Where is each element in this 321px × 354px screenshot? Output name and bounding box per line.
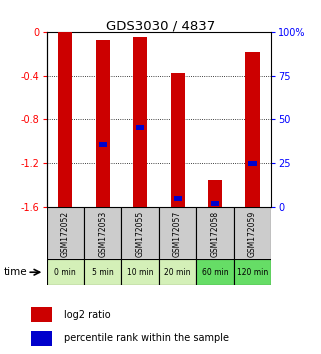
Bar [96,40,110,207]
Bar [58,32,73,207]
Text: 0 min: 0 min [54,268,76,277]
Bar [234,259,271,285]
Bar [211,201,219,206]
Bar [47,259,84,285]
Text: GSM172053: GSM172053 [98,211,107,257]
Bar [31,331,52,346]
Text: 120 min: 120 min [237,268,268,277]
Bar [234,207,271,260]
Text: time: time [3,267,27,277]
Text: GSM172058: GSM172058 [211,211,220,257]
Bar [208,180,222,207]
Bar [133,37,147,207]
Text: GSM172059: GSM172059 [248,211,257,257]
Bar [248,161,257,166]
Text: 5 min: 5 min [92,268,114,277]
Text: 10 min: 10 min [127,268,153,277]
Bar [31,307,52,322]
Text: 60 min: 60 min [202,268,228,277]
Text: GDS3030 / 4837: GDS3030 / 4837 [106,19,215,33]
Text: log2 ratio: log2 ratio [64,310,110,320]
Bar [159,207,196,260]
Bar [121,259,159,285]
Text: 20 min: 20 min [164,268,191,277]
Text: GSM172052: GSM172052 [61,211,70,257]
Bar [159,259,196,285]
Bar [173,196,182,201]
Bar [121,207,159,260]
Text: percentile rank within the sample: percentile rank within the sample [64,333,229,343]
Bar [84,259,121,285]
Bar [84,207,121,260]
Bar [170,74,185,207]
Bar [47,207,84,260]
Bar [196,259,234,285]
Text: GSM172055: GSM172055 [136,211,145,257]
Bar [246,52,260,207]
Bar [196,207,234,260]
Text: GSM172057: GSM172057 [173,211,182,257]
Bar [99,142,107,147]
Bar [136,125,144,130]
